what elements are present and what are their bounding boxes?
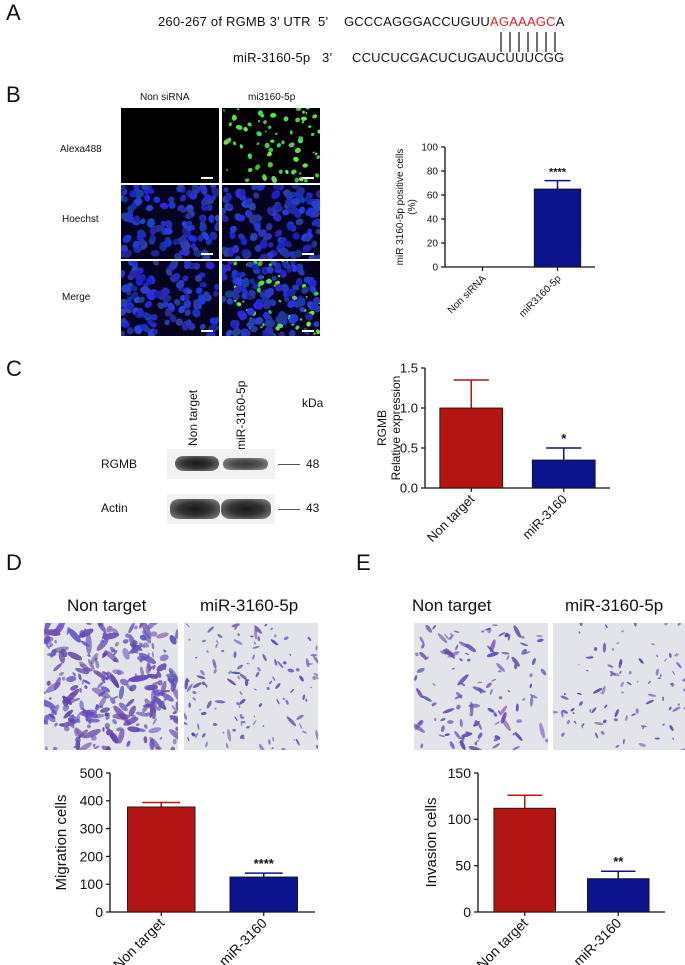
photo-label-e-mir3160: miR-3160-5p xyxy=(565,596,664,615)
panel-letter-c: C xyxy=(6,356,22,381)
y-axis-label: miR 3160-5p positive cells xyxy=(395,149,406,266)
y-tick-label: 80 xyxy=(427,167,439,178)
marker-line-48 xyxy=(278,464,300,465)
band-actin-mir3160 xyxy=(221,499,271,519)
photo-invasion-mir3160 xyxy=(553,623,685,750)
y-tick-label: 0 xyxy=(432,263,438,274)
significance-label: **** xyxy=(549,167,567,179)
utr-seq-seed: AGAAAGC xyxy=(490,14,556,29)
utr-seq-black: GCCCAGGGACCUGUU xyxy=(344,14,491,29)
micrograph-hoechst-mi3160 xyxy=(222,185,320,259)
panel-letter-d: D xyxy=(6,550,22,575)
y-axis-label: (%) xyxy=(407,199,418,215)
row-label-hoechst: Hoechst xyxy=(62,214,99,225)
blot-label-rgmb: RGMB xyxy=(101,457,137,471)
col-label-non-sirna: Non siRNA xyxy=(140,92,190,103)
x-tick-label: Non target xyxy=(110,915,168,965)
kda-43: 43 xyxy=(306,501,320,515)
x-tick-label: miR-3160 xyxy=(519,492,569,542)
y-tick-label: 1.0 xyxy=(400,401,418,416)
bar-non-target xyxy=(127,806,196,913)
x-tick-label: Non siRNA xyxy=(446,273,489,316)
x-tick-label: miR-3160 xyxy=(570,915,624,965)
y-tick-label: 0 xyxy=(95,904,103,920)
mir-end: 3’ xyxy=(322,50,333,65)
y-tick-label: 0.5 xyxy=(400,441,418,456)
x-tick-label: Non target xyxy=(473,915,531,965)
y-tick-label: 0 xyxy=(463,904,471,920)
micrograph-merge-non-sirna xyxy=(121,261,219,336)
y-axis-label: Relative expression xyxy=(389,376,403,481)
utr-seq-tail: A xyxy=(555,14,565,29)
blot-label-actin: Actin xyxy=(101,501,128,515)
blot-actin xyxy=(167,494,275,524)
photo-label-e-non-target: Non target xyxy=(412,596,492,615)
chart-c-rgmb-expression: 0.0 0.5 1.0 1.5 RGMB Relative expression Non t… xyxy=(375,361,610,545)
photo-migration-mir3160 xyxy=(184,623,318,750)
row-label-alexa488: Alexa488 xyxy=(60,144,102,155)
blot-rgmb xyxy=(167,449,275,479)
bar-mir3160-5p xyxy=(533,188,582,268)
utr-sequence: GCCCAGGGACCUGUUAGAAAGCA xyxy=(344,14,565,29)
y-tick-label: 400 xyxy=(80,793,104,809)
kda-header: kDa xyxy=(302,396,324,410)
photo-label-d-mir3160: miR-3160-5p xyxy=(200,596,299,615)
bar-non-target xyxy=(439,407,504,489)
panel-letter-b: B xyxy=(6,82,21,107)
bar-non-target xyxy=(493,807,557,913)
photo-label-d-non-target: Non target xyxy=(67,596,147,615)
chart-e-invasion: 0 50 100 150 Invasion cells Non target ** miR-3… xyxy=(423,765,665,965)
photo-migration-non-target xyxy=(44,623,178,750)
col-label-mi3160: mi3160-5p xyxy=(248,92,296,103)
panel-letter-a: A xyxy=(6,0,21,25)
mir-label: miR-3160-5p xyxy=(233,50,311,65)
y-tick-label: 100 xyxy=(448,811,472,827)
panel-letter-e: E xyxy=(356,550,371,575)
utr-end: 5’ xyxy=(318,14,329,29)
x-tick-label: Non target xyxy=(424,491,478,545)
band-rgmb-mir3160 xyxy=(223,458,268,470)
x-tick-label: miR3160-5p xyxy=(517,273,564,320)
band-rgmb-non-target xyxy=(175,456,219,471)
y-tick-label: 100 xyxy=(421,143,438,154)
y-tick-label: 1.5 xyxy=(400,361,418,376)
micrograph-alexa488-mi3160 xyxy=(222,108,320,183)
bar-mir-3160 xyxy=(229,876,298,913)
mir-sequence: CCUCUCGACUCUGAUCUUUCGG xyxy=(352,50,565,65)
significance-label: **** xyxy=(254,856,275,871)
lane-label-mir3160: miR-3160-5p xyxy=(234,380,248,450)
micrograph-alexa488-non-sirna xyxy=(121,108,219,183)
utr-label: 260-267 of RGMB 3’ UTR xyxy=(158,14,311,29)
y-tick-label: 150 xyxy=(448,765,472,781)
y-tick-label: 50 xyxy=(455,858,471,874)
base-pairing-lines xyxy=(500,32,556,52)
band-actin-non-target xyxy=(170,499,220,519)
y-tick-label: 100 xyxy=(80,876,104,892)
bar-mir-3160 xyxy=(586,878,650,913)
lane-label-non-target: Non target xyxy=(186,389,200,446)
row-label-merge: Merge xyxy=(62,292,91,303)
y-tick-label: 0.0 xyxy=(400,481,418,496)
chart-d-migration: 0 100 200 300 400 500 Migration cells Non targe… xyxy=(53,765,315,965)
x-tick-label: miR-3160 xyxy=(216,915,270,965)
y-axis-label: Migration cells xyxy=(53,795,70,891)
significance-label: ** xyxy=(613,854,624,869)
significance-label: * xyxy=(561,431,567,446)
bar-mir-3160 xyxy=(531,459,596,489)
y-axis-label: Invasion cells xyxy=(423,797,440,887)
photo-invasion-non-target xyxy=(414,623,548,750)
micrograph-merge-mi3160 xyxy=(222,261,320,336)
y-tick-label: 500 xyxy=(80,765,104,781)
y-tick-label: 20 xyxy=(427,239,439,250)
y-tick-label: 300 xyxy=(80,821,104,837)
y-tick-label: 60 xyxy=(427,191,439,202)
micrograph-hoechst-non-sirna xyxy=(121,185,219,259)
marker-line-43 xyxy=(278,509,300,510)
y-tick-label: 200 xyxy=(80,848,104,864)
y-axis-label: RGMB xyxy=(375,410,389,446)
y-tick-label: 40 xyxy=(427,215,439,226)
chart-b-positive-cells: 0 20 40 60 80 100 miR 3160-5p positive cells (%… xyxy=(395,143,595,320)
kda-48: 48 xyxy=(306,457,320,471)
